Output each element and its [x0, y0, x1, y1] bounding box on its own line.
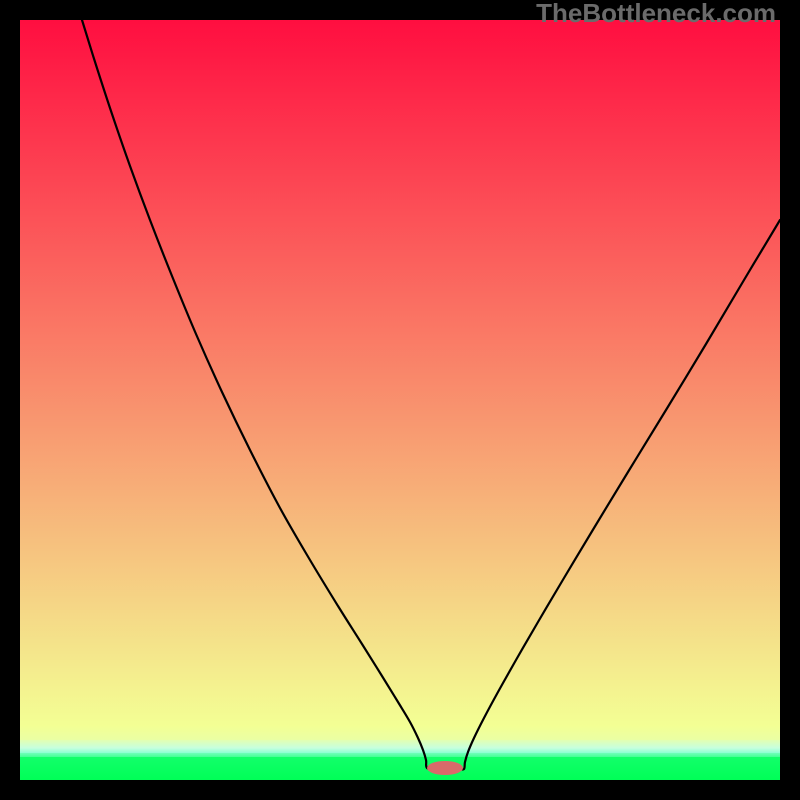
gradient-band	[20, 757, 780, 780]
gradient-band	[20, 20, 780, 726]
gradient-band	[20, 726, 780, 740]
frame-border	[0, 0, 20, 800]
gradient-band	[20, 753, 780, 757]
chart-svg	[0, 0, 800, 800]
valley-marker	[427, 761, 463, 775]
gradient-band	[20, 748, 780, 753]
watermark-text: TheBottleneck.com	[536, 0, 776, 29]
frame-border	[0, 780, 800, 800]
gradient-band	[20, 740, 780, 748]
frame-border	[780, 0, 800, 800]
